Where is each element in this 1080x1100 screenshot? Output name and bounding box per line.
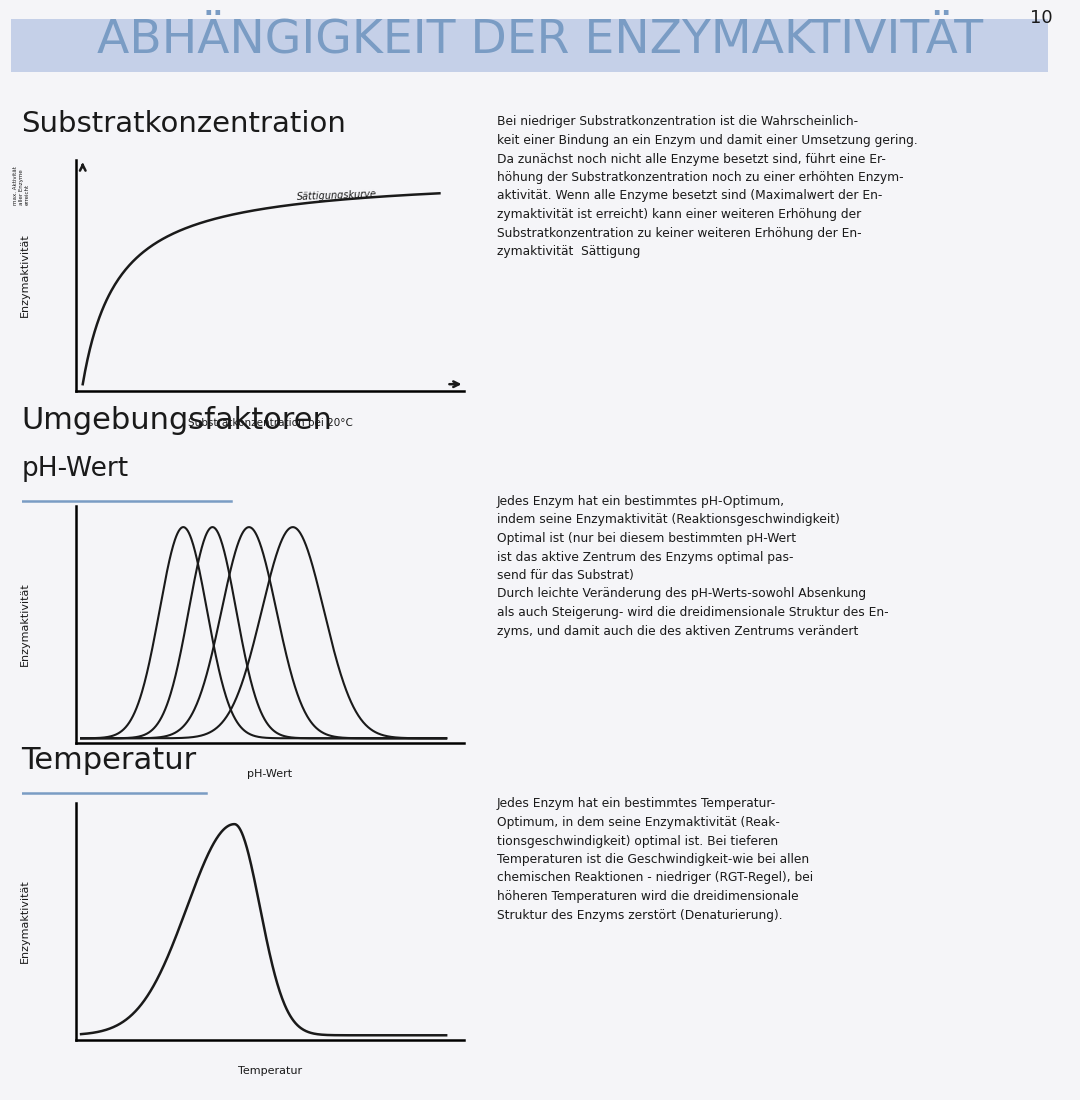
Text: Umgebungsfaktoren: Umgebungsfaktoren — [22, 406, 333, 436]
Text: 10: 10 — [1030, 9, 1053, 26]
Text: Enzymaktivität: Enzymaktivität — [21, 879, 30, 964]
Text: Sättigungskurve: Sättigungskurve — [297, 189, 377, 202]
Text: Enzymaktivität: Enzymaktivität — [21, 233, 30, 317]
Text: pH-Wert: pH-Wert — [22, 455, 129, 482]
Text: Jedes Enzym hat ein bestimmtes Temperatur-
Optimum, in dem seine Enzymaktivität : Jedes Enzym hat ein bestimmtes Temperatu… — [497, 798, 813, 922]
Text: Substratkonzentration bei 20°C: Substratkonzentration bei 20°C — [188, 418, 352, 428]
Text: Substratkonzentration: Substratkonzentration — [22, 110, 347, 138]
FancyBboxPatch shape — [11, 20, 1048, 73]
Text: Jedes Enzym hat ein bestimmtes pH-Optimum,
indem seine Enzymaktivität (Reaktions: Jedes Enzym hat ein bestimmtes pH-Optimu… — [497, 495, 889, 638]
Text: ABHÄNGIGKEIT DER ENZYMAKTIVITÄT: ABHÄNGIGKEIT DER ENZYMAKTIVITÄT — [97, 18, 983, 62]
Text: max. Aktivität
aller Enzyme
erreicht: max. Aktivität aller Enzyme erreicht — [13, 166, 30, 206]
Text: Temperatur: Temperatur — [238, 1066, 302, 1076]
Text: Temperatur: Temperatur — [22, 746, 197, 774]
Text: Bei niedriger Substratkonzentration ist die Wahrscheinlich-
keit einer Bindung a: Bei niedriger Substratkonzentration ist … — [497, 116, 918, 258]
Text: Enzymaktivität: Enzymaktivität — [21, 582, 30, 667]
Text: pH-Wert: pH-Wert — [247, 769, 293, 779]
